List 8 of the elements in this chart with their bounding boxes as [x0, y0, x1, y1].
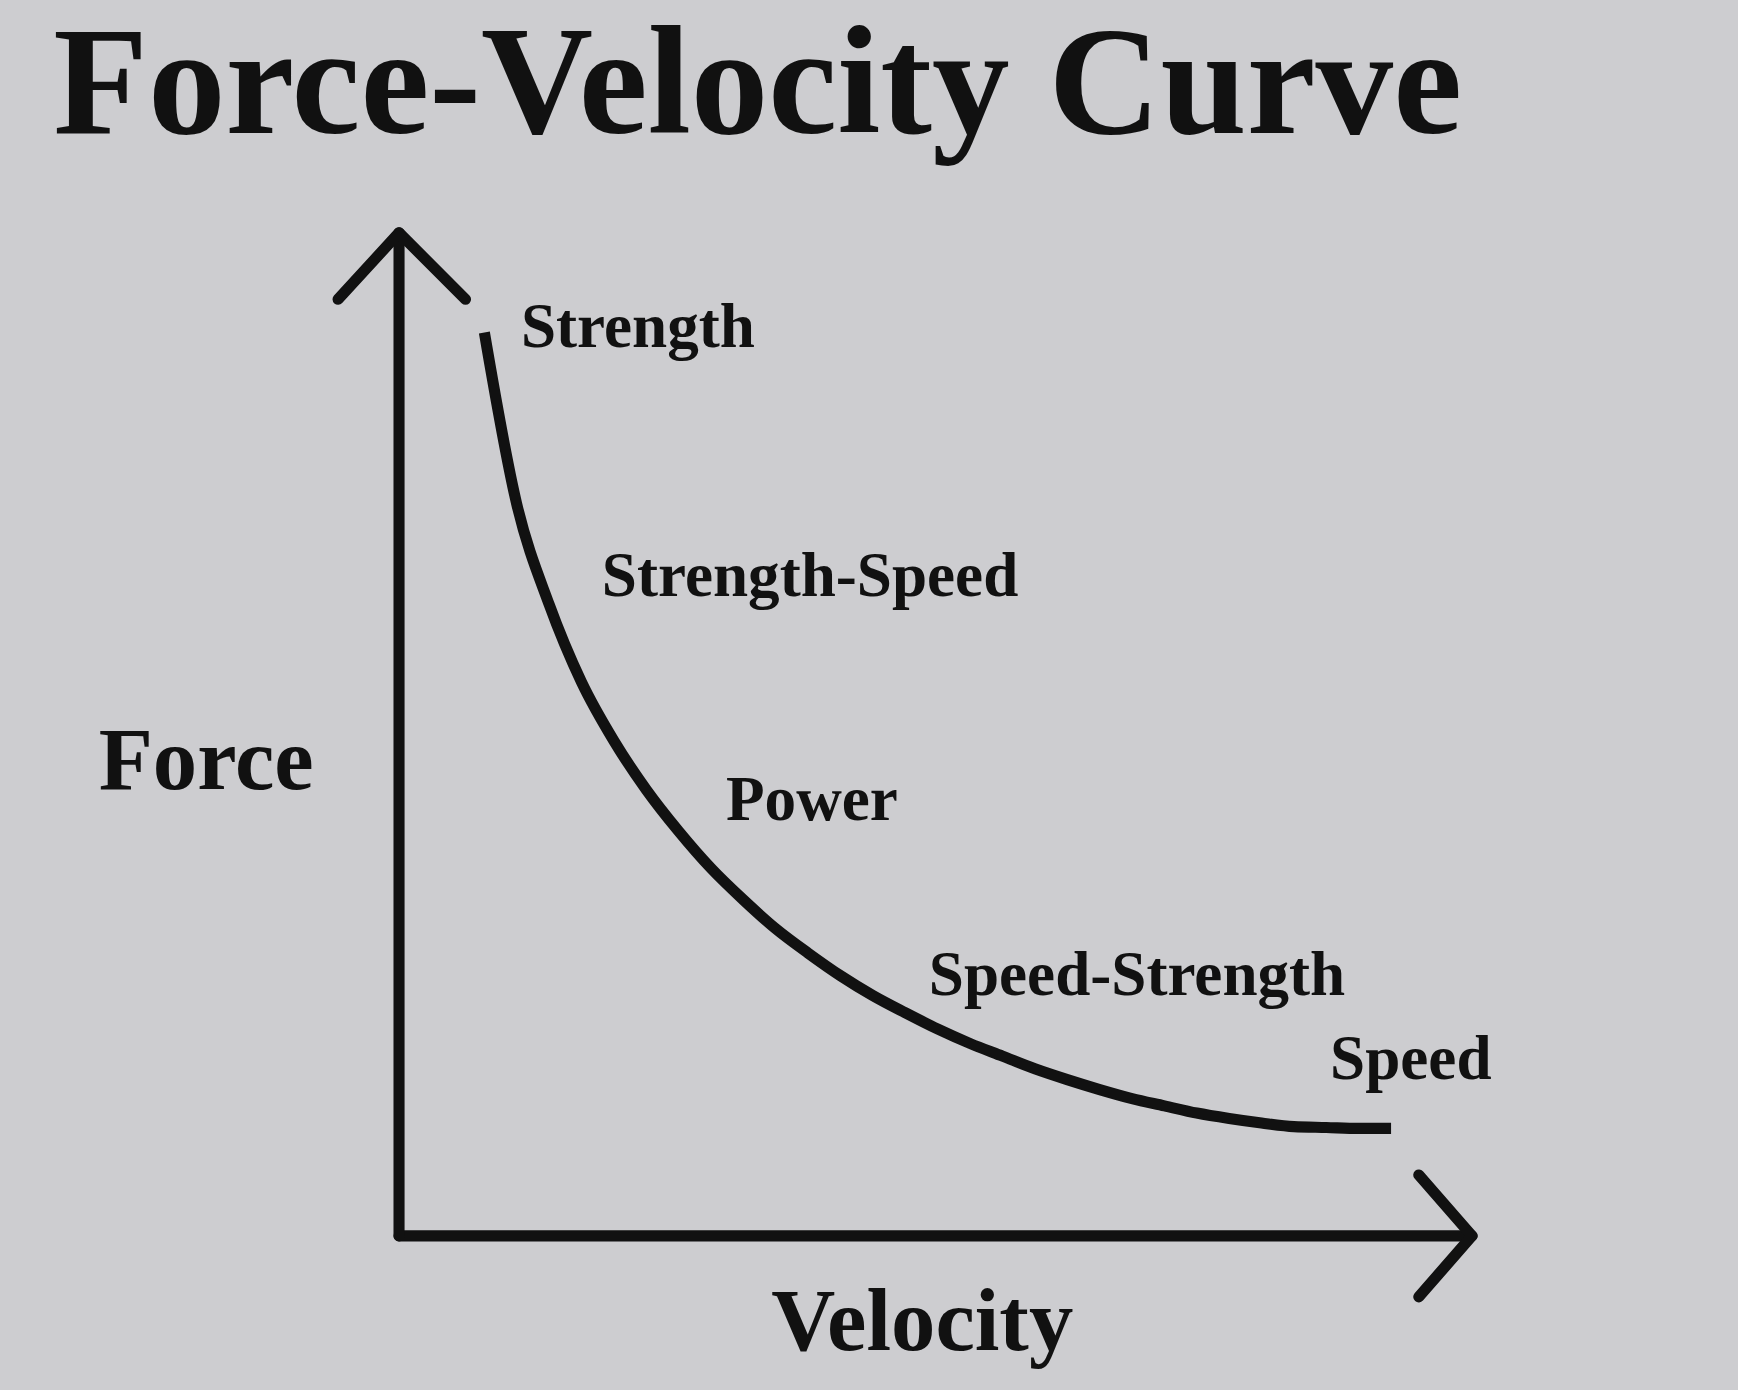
annotation: Strength	[520, 290, 755, 361]
chart-title: Force-Velocity Curve	[53, 0, 1463, 168]
x-axis-title: Velocity	[771, 1271, 1074, 1370]
y-axis-title: Force	[98, 710, 314, 809]
annotation: Speed	[1330, 1022, 1492, 1093]
annotation: Power	[726, 764, 898, 835]
annotation: Speed-Strength	[928, 939, 1346, 1010]
annotation: Strength-Speed	[601, 540, 1019, 611]
